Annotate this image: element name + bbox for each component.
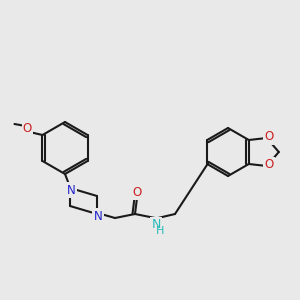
Text: O: O — [132, 185, 142, 199]
Text: N: N — [151, 218, 161, 232]
Text: O: O — [264, 130, 273, 143]
Text: O: O — [264, 158, 273, 172]
Text: H: H — [156, 226, 164, 236]
Text: O: O — [23, 122, 32, 136]
Text: N: N — [94, 209, 102, 223]
Text: N: N — [67, 184, 75, 196]
